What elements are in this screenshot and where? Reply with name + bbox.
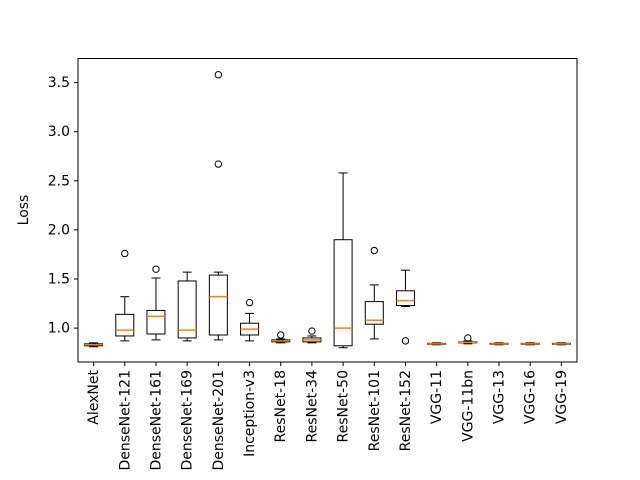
y-axis-label: Loss — [16, 195, 32, 226]
y-tick-label: 3.0 — [48, 124, 70, 140]
x-tick-label: DenseNet-201 — [211, 370, 227, 471]
x-tick-label: DenseNet-161 — [148, 370, 164, 471]
x-tick-label: DenseNet-169 — [180, 370, 196, 471]
y-tick-label: 2.0 — [48, 222, 70, 238]
x-tick-label: VGG-13 — [492, 370, 508, 424]
outlier-point — [277, 331, 285, 339]
axes-frame — [77, 58, 578, 363]
outlier-point — [464, 334, 472, 342]
x-tick-label: Inception-v3 — [242, 370, 258, 457]
x-tick-label: VGG-19 — [554, 370, 570, 424]
x-tick-label: ResNet-152 — [398, 370, 414, 451]
outlier-point — [152, 265, 160, 273]
x-tick-label: ResNet-50 — [336, 370, 352, 442]
y-tick-label: 1.0 — [48, 321, 70, 337]
box — [364, 301, 384, 325]
x-tick-label: ResNet-18 — [273, 370, 289, 442]
x-tick-label: VGG-16 — [523, 370, 539, 424]
plot-area: Loss — [16, 195, 32, 226]
outlier-point — [214, 71, 223, 79]
box — [395, 290, 415, 307]
x-tick-label: DenseNet-121 — [117, 370, 133, 471]
y-tick-label: 1.5 — [48, 272, 70, 288]
x-tick-label: ResNet-34 — [304, 370, 320, 443]
box — [146, 309, 166, 335]
outlier-point — [308, 327, 316, 335]
outlier-point — [245, 298, 254, 307]
x-tick-label: ResNet-101 — [367, 370, 383, 451]
outlier-point — [401, 337, 410, 345]
box — [115, 313, 135, 337]
x-tick-label: VGG-11 — [429, 370, 445, 424]
box — [208, 274, 228, 336]
outlier-point — [370, 246, 378, 255]
outlier-point — [214, 160, 223, 168]
box — [177, 280, 197, 339]
outlier-point — [121, 249, 129, 258]
box — [333, 239, 353, 347]
x-tick-label: VGG-11bn — [460, 370, 476, 442]
y-tick-label: 2.5 — [48, 173, 70, 189]
x-tick-label: AlexNet — [86, 369, 102, 424]
y-tick-label: 3.5 — [48, 75, 70, 91]
